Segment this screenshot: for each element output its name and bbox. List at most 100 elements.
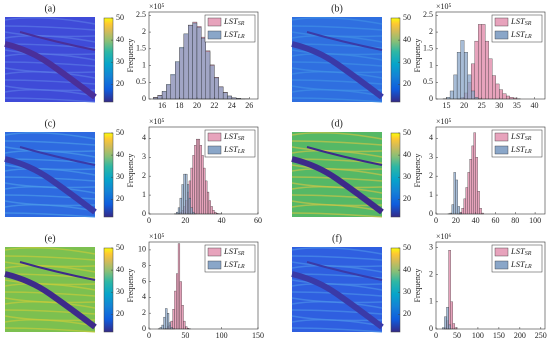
colorbar-tick-label: 50 <box>116 243 124 252</box>
histogram-bar <box>157 95 163 100</box>
image-texture <box>4 186 96 194</box>
image-texture <box>291 327 383 333</box>
x-tick-label: 18 <box>176 101 184 110</box>
histogram-bar <box>201 37 206 100</box>
axes-box <box>148 126 259 215</box>
y-tick-label: 2 <box>429 269 433 278</box>
histogram-bar <box>206 191 210 215</box>
histogram-bar <box>214 77 219 100</box>
image-river <box>19 146 96 166</box>
histogram-bar <box>190 167 193 215</box>
colorbar-tick-label: 20 <box>116 79 124 88</box>
image-texture <box>291 97 383 103</box>
y-tick-label: 4 <box>429 133 433 142</box>
image-texture <box>4 150 96 158</box>
image-river <box>291 41 384 100</box>
histogram-bar <box>479 208 482 215</box>
image-texture <box>4 25 96 31</box>
image-texture <box>4 17 96 25</box>
histogram-bar <box>185 173 188 215</box>
colorbar-tick-label: 40 <box>403 150 411 159</box>
histogram-bar <box>448 324 451 330</box>
y-tick-label: 0.5 <box>423 77 433 86</box>
legend-label: LSTLR <box>223 29 245 40</box>
histogram-bar <box>197 138 201 215</box>
histogram-bar <box>192 155 195 215</box>
y-multiplier: ×10⁵ <box>149 117 165 126</box>
histogram-bar <box>218 86 224 100</box>
histogram-bar <box>205 180 208 215</box>
histogram-bar <box>478 24 482 100</box>
histogram-bar <box>451 204 454 215</box>
histogram-bar <box>477 191 480 215</box>
image-texture <box>291 132 383 140</box>
y-tick-label: 1 <box>429 60 433 69</box>
histogram-bar <box>210 206 213 215</box>
y-tick-label: 4 <box>142 133 146 142</box>
image-texture <box>4 140 96 146</box>
image-river <box>306 31 383 51</box>
panel: (b) 20 30 40 50 0 0.5 1 1.5 2 2.5 15 20 25 30 35 40 ×10⁵ F… <box>291 2 546 110</box>
histogram-bar <box>450 301 453 330</box>
histogram-bar <box>192 22 198 100</box>
colorbar-tick-label: 30 <box>116 172 124 181</box>
y-tick-label: 2 <box>142 171 146 180</box>
colorbar-tick-label: 40 <box>403 35 411 44</box>
colorbar-tick-label: 50 <box>116 128 124 137</box>
colorbar-tick-label: 50 <box>403 243 411 252</box>
image-texture <box>291 140 383 146</box>
y-tick-label: 6 <box>142 276 146 285</box>
histogram-bar <box>474 40 479 100</box>
colorbar-tick-label: 20 <box>116 194 124 203</box>
legend-swatch <box>207 132 222 142</box>
x-tick-label: 40 <box>472 216 480 225</box>
histogram-bar <box>467 74 472 100</box>
histogram-bar <box>457 206 460 215</box>
y-tick-label: 3 <box>142 152 146 161</box>
x-tick-label: 60 <box>491 216 499 225</box>
histogram-bar <box>168 322 171 330</box>
histogram-bar <box>185 326 188 330</box>
x-tick-label: 20 <box>193 101 201 110</box>
x-tick-label: 150 <box>493 331 505 340</box>
y-tick-label: 0 <box>142 324 146 333</box>
legend-label: LSTSR <box>510 16 532 27</box>
colorbar <box>103 247 114 333</box>
histogram-bar <box>177 243 181 330</box>
histogram-bar <box>181 305 184 330</box>
colorbar <box>390 17 401 103</box>
histogram-bar <box>456 52 461 100</box>
x-tick-label: 0 <box>147 216 151 225</box>
histogram-bar <box>186 184 190 215</box>
histogram-bar <box>172 309 175 330</box>
x-tick-label: 16 <box>158 101 166 110</box>
y-axis-label: Frequency <box>126 154 135 188</box>
panel-label: (e) <box>44 233 55 244</box>
legend-swatch <box>494 145 509 155</box>
image-texture <box>4 327 96 333</box>
image-texture <box>4 53 96 61</box>
colorbar-tick-label: 30 <box>403 57 411 66</box>
y-tick-label: 1 <box>429 190 433 199</box>
histogram-bar <box>446 307 449 330</box>
x-tick-label: 50 <box>453 331 461 340</box>
histogram-bar <box>194 145 197 215</box>
image-texture <box>4 319 96 327</box>
histogram-bar <box>449 90 454 100</box>
histogram-bar <box>452 323 456 330</box>
y-tick-label: 0 <box>429 324 433 333</box>
histogram-bar <box>196 138 199 215</box>
image-river <box>19 261 96 281</box>
legend-swatch <box>494 17 509 27</box>
histogram-bar <box>170 74 176 100</box>
histogram-bar <box>181 184 184 215</box>
image-texture <box>4 301 96 309</box>
histogram-bar <box>177 207 181 215</box>
image-texture <box>291 247 383 255</box>
image-texture <box>4 132 96 140</box>
x-tick-label: 80 <box>511 216 519 225</box>
y-tick-label: 1.5 <box>136 44 146 53</box>
x-tick-label: 50 <box>181 331 189 340</box>
legend-swatch <box>207 30 222 40</box>
